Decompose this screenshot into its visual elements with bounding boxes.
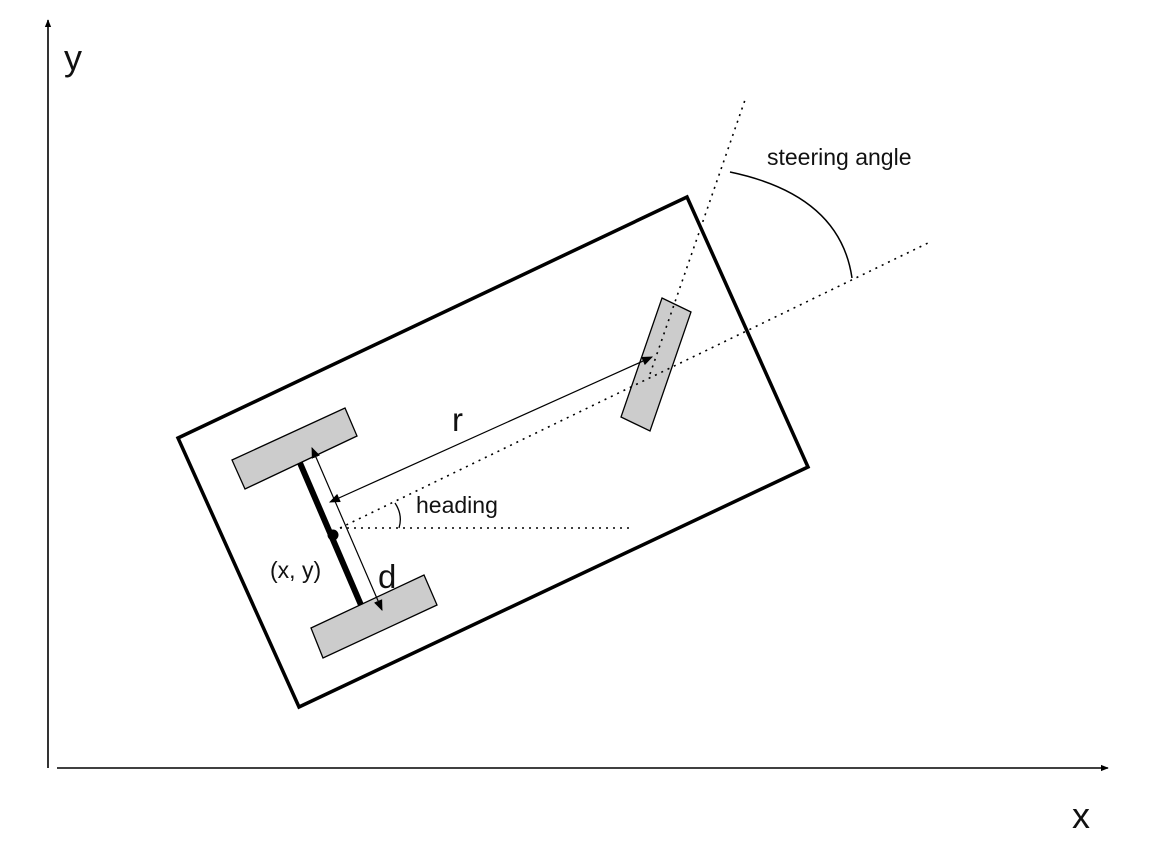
car-body: [175, 194, 811, 710]
r-wheelbase-arrow: [328, 356, 654, 503]
steering-angle-label: steering angle: [767, 144, 912, 170]
front-wheel: [620, 297, 692, 432]
reference-point-dot: [327, 529, 339, 541]
r-label: r: [452, 401, 463, 438]
rear-right-wheel: [310, 574, 438, 659]
heading-label: heading: [416, 492, 498, 518]
x-axis-label: x: [1072, 795, 1090, 836]
d-dimension-arrow: [311, 446, 383, 612]
steering-direction-line: [649, 99, 746, 375]
rear-left-wheel: [231, 407, 358, 490]
y-axis-label: y: [64, 37, 82, 78]
position-label: (x, y): [270, 557, 321, 583]
steering-angle-arc: [729, 171, 853, 279]
d-label: d: [378, 558, 396, 595]
heading-angle-arc: [394, 502, 401, 529]
